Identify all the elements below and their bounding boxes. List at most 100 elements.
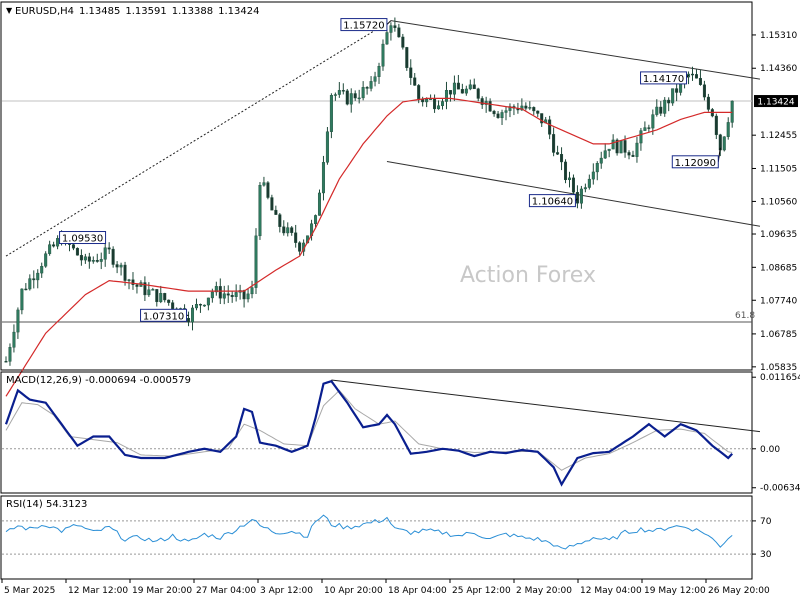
candle-down [667,99,671,104]
candle-up [437,105,441,110]
candle-down [24,288,28,291]
macd-line [4,379,734,487]
candle-up [500,112,504,119]
candle-down [163,293,167,301]
candle-down [290,227,294,233]
candle-down [52,244,56,247]
candle-up [671,88,675,104]
candle-up [250,287,254,295]
candle-down [564,161,568,181]
candle-down [456,82,460,90]
annotation-leader [386,20,392,25]
candle-up [663,99,667,114]
candle-down [32,278,36,281]
price-tick-label: 1.09635 [760,230,797,240]
candle-up [567,177,571,181]
candle-down [298,242,302,252]
candle-down [135,284,139,287]
macd-title: MACD(12,26,9) -0.000694 -0.000579 [6,375,191,386]
candle-up [377,66,381,77]
candle-up [726,122,730,137]
candle-down [691,73,695,76]
candle-up [40,266,44,274]
candle-up [329,95,333,132]
candle-down [111,248,115,265]
channel-upper-line [390,20,761,80]
dropdown-icon: ▼ [6,6,13,15]
candle-down [155,289,159,303]
candle-up [48,244,52,254]
candle-down [171,302,175,310]
candle-down [294,232,298,243]
candle-down [702,84,706,98]
time-tick-label: 19 Mar 20:00 [132,586,192,596]
candle-down [413,77,417,86]
candle-down [571,177,575,193]
candle-down [401,36,405,48]
symbol-label: EURUSD,H4 [15,6,74,17]
annotation-label: 1.14170 [643,74,684,85]
candle-up [119,264,123,268]
candle-down [627,152,631,156]
candle-down [230,295,234,297]
candle-up [262,182,266,186]
price-tick-label: 1.08685 [760,263,797,273]
macd-panel-frame [0,371,753,494]
candle-down [282,226,286,234]
candle-down [107,247,111,250]
candle-down [476,88,480,99]
candle-up [635,142,639,157]
candle-up [254,235,258,288]
rsi-tick-label: 70 [760,517,772,527]
candle-down [496,113,500,119]
candle-up [468,84,472,90]
candle-up [425,98,429,103]
candle-up [321,162,325,194]
candle-up [655,106,659,115]
high-value: 1.13591 [125,6,166,17]
candle-up [373,76,377,82]
candle-up [222,293,226,299]
candle-down [75,247,79,256]
candle-up [317,192,321,216]
candle-down [659,106,663,114]
rsi-title: RSI(14) 54.3123 [6,499,87,510]
candle-down [556,152,560,155]
candle-down [647,127,651,129]
candle-up [583,187,587,190]
candle-down [623,140,627,153]
price-panel: Action Forex ▼ EURUSD,H4 1.13485 1.13591 1.13… [0,1,798,397]
candle-up [651,114,655,129]
candle-up [361,87,365,99]
candle-down [492,110,496,115]
candle-down [548,119,552,135]
rsi-panel-frame [0,495,753,580]
macd-tick-label: 0.011654 [760,373,800,383]
candle-up [258,185,262,237]
candle-up [528,107,532,109]
candle-up [508,106,512,111]
rsi-line [5,514,733,550]
candle-up [587,178,591,188]
candle-up [619,140,623,154]
price-tick-label: 1.15310 [760,31,797,41]
candle-up [337,90,341,95]
candle-down [278,214,282,227]
candle-up [191,307,195,323]
annotation-box [340,18,388,32]
price-tick-label: 1.11505 [760,164,797,174]
candle-up [83,256,87,261]
price-panel-frame [0,1,753,371]
close-value: 1.13424 [218,6,259,17]
candle-up [349,93,353,105]
candle-down [167,299,171,303]
time-tick-label: 26 May 20:00 [708,586,770,596]
candle-down [143,282,147,296]
candle-up [464,88,468,94]
candle-down [71,244,75,249]
candle-up [730,100,734,123]
moving-average-line [5,97,733,397]
candle-up [286,227,290,234]
candle-down [115,264,119,268]
candle-down [365,87,369,89]
